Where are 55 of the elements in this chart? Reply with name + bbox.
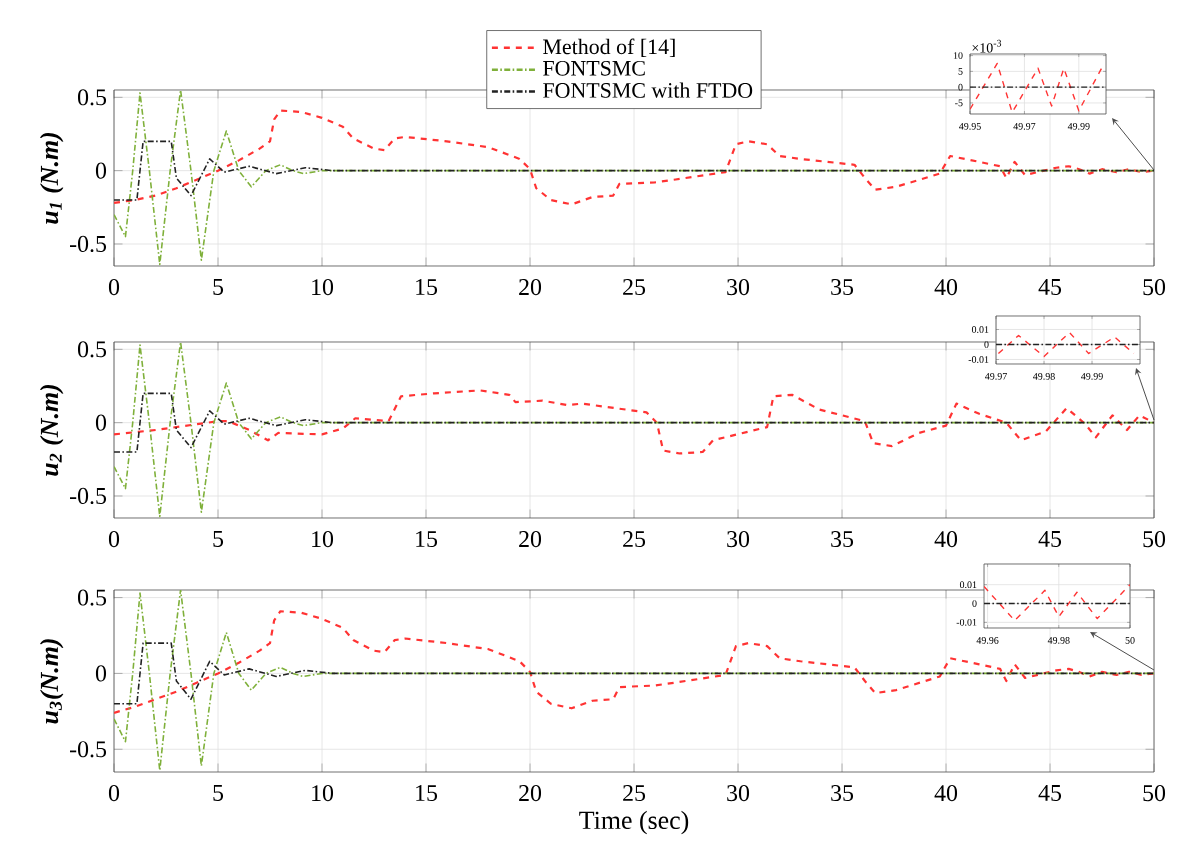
x-tick-label: 15 xyxy=(416,279,438,296)
y-axis-title: u$_{1}$ (N.m) xyxy=(39,132,64,224)
legend-label: Method of [14] xyxy=(543,38,675,57)
x-tick-label: 50 xyxy=(1143,531,1166,548)
legend-label: FONTSMC with FTDO xyxy=(543,82,753,98)
y-tick-label: -0.5 xyxy=(70,487,107,505)
x-tick-label: 40 xyxy=(934,279,958,296)
x-tick-label: 10 xyxy=(312,531,334,548)
x-tick-label: 25 xyxy=(623,279,646,296)
x-tick-label: 45 xyxy=(1038,785,1062,801)
x-tick-label: 15 xyxy=(416,531,438,548)
y-tick-label: -0.5 xyxy=(70,741,107,758)
x-tick-label: 25 xyxy=(623,531,646,548)
x-tick-label: 0 xyxy=(108,531,120,548)
x-tick-label: 50 xyxy=(1143,785,1166,802)
line-series xyxy=(114,610,1155,714)
x-axis-title: Time (sec) xyxy=(579,810,689,835)
y-tick-label: -0.5 xyxy=(70,235,107,253)
x-tick-label: 40 xyxy=(934,785,958,802)
x-tick-label: 30 xyxy=(727,279,750,296)
x-tick-label: 45 xyxy=(1038,531,1062,547)
x-tick-label: 25 xyxy=(623,785,646,802)
legend-label: FONTSMC xyxy=(543,60,645,76)
y-tick-label: 0 xyxy=(95,162,107,179)
x-tick-label: 20 xyxy=(519,785,542,802)
y-axis-title: u$_{3}$(N.m) xyxy=(39,639,64,724)
x-tick-label: 45 xyxy=(1038,279,1062,295)
line-series xyxy=(997,331,1135,358)
line-series xyxy=(114,642,1155,705)
y-tick-label: 0.5 xyxy=(77,341,107,358)
x-tick-label: 15 xyxy=(416,785,438,802)
x-tick-label: 10 xyxy=(312,279,334,296)
x-tick-label: 35 xyxy=(831,531,854,548)
x-tick-label: 40 xyxy=(934,531,958,548)
x-tick-label: 10 xyxy=(312,785,334,802)
x-tick-label: 20 xyxy=(519,279,542,296)
line-series xyxy=(114,109,1155,206)
y-axis-title: u$_{2}$ (N.m) xyxy=(39,384,64,476)
line-series xyxy=(970,62,1105,114)
y-tick-label: 0.5 xyxy=(77,589,107,606)
line-series xyxy=(114,140,1155,201)
x-tick-label: 5 xyxy=(213,279,224,295)
x-tick-label: 5 xyxy=(213,531,224,547)
y-tick-label: 0.5 xyxy=(77,89,107,106)
x-tick-label: 30 xyxy=(727,531,750,548)
y-tick-label: 0 xyxy=(95,414,107,431)
x-tick-label: 0 xyxy=(108,785,120,802)
x-tick-label: 35 xyxy=(831,785,854,802)
x-tick-label: 30 xyxy=(727,785,750,802)
x-tick-label: 5 xyxy=(213,785,224,801)
x-tick-label: 50 xyxy=(1143,279,1166,296)
y-tick-label: 0 xyxy=(95,665,107,682)
x-tick-label: 20 xyxy=(519,531,542,548)
x-tick-label: 35 xyxy=(831,279,854,296)
x-tick-label: 0 xyxy=(108,279,120,296)
